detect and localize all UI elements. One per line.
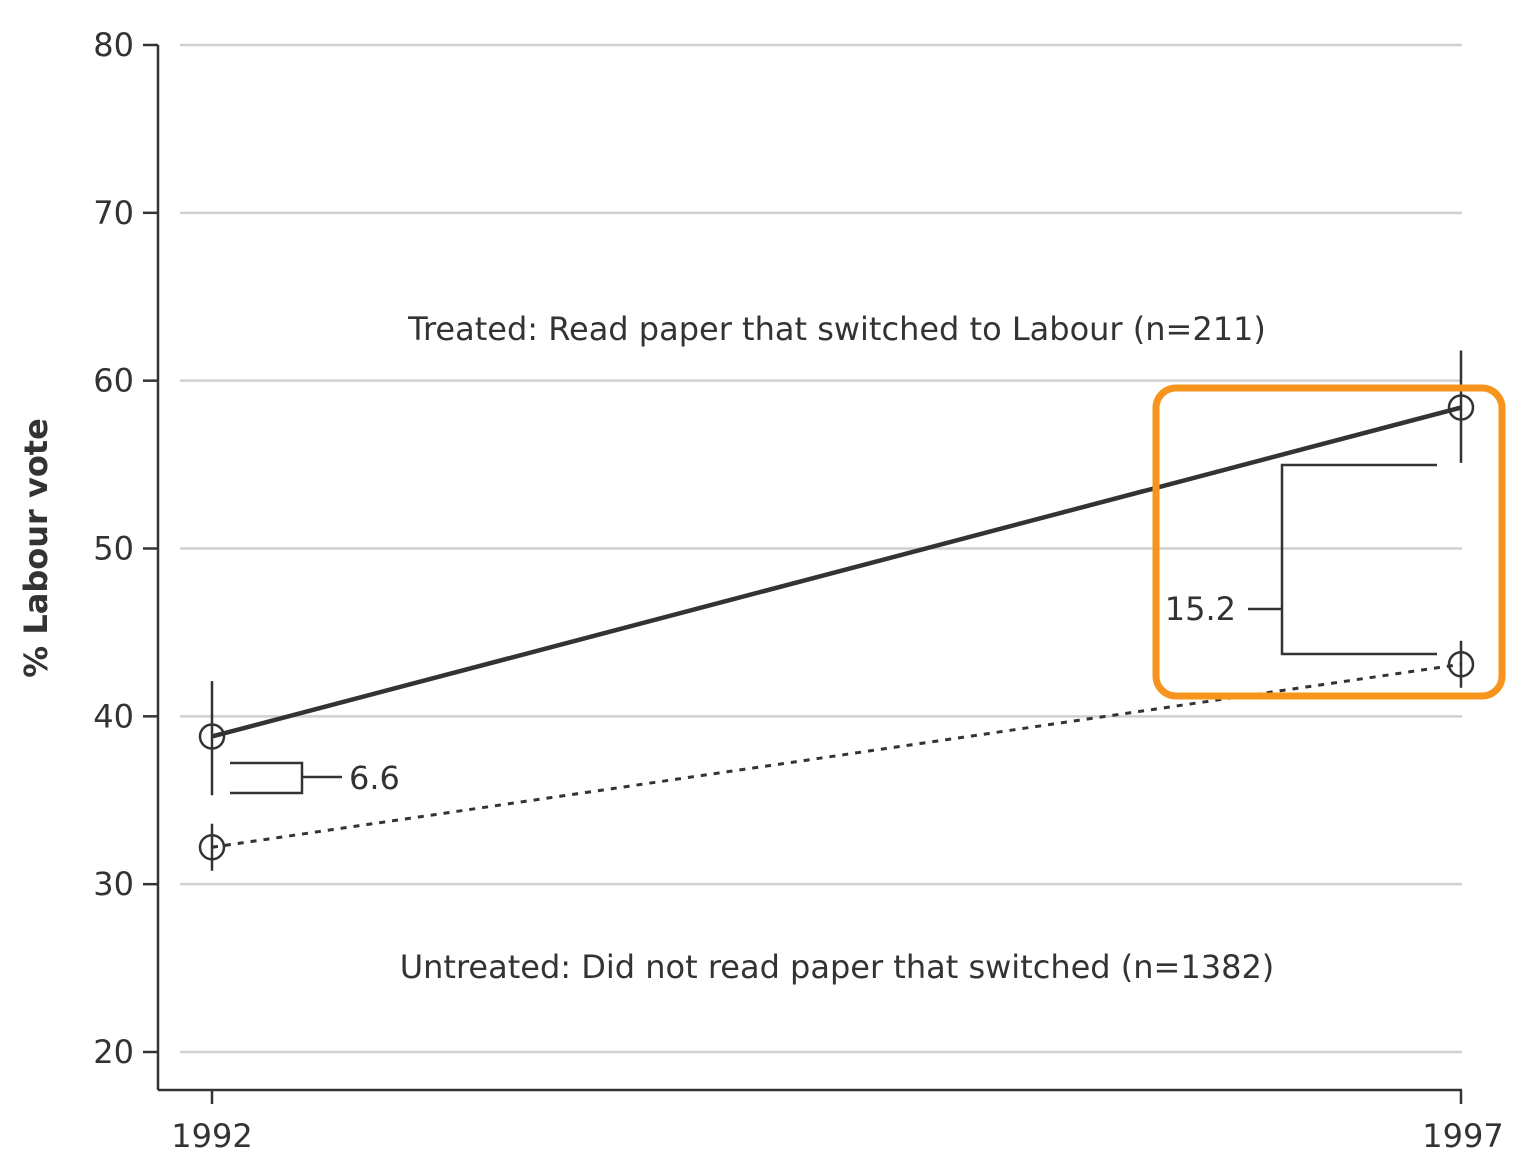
gridlines [180, 43, 1462, 1054]
y-tick-label: 50 [93, 530, 134, 568]
diff-1992-bracket [230, 761, 342, 795]
y-tick-label: 40 [93, 697, 134, 735]
x-tick-label: 1992 [171, 1117, 252, 1155]
diff-1997-label: 15.2 [1165, 590, 1236, 628]
data-point-treated [198, 723, 226, 750]
x-tick-label: 1997 [1422, 1117, 1503, 1155]
y-tick-label: 60 [93, 362, 134, 400]
difference-brackets [230, 463, 1437, 795]
y-tick-label: 70 [93, 194, 134, 232]
series-line-treated [211, 405, 1462, 739]
y-tick-label: 20 [93, 1033, 134, 1071]
diff-1997-bracket [1248, 463, 1437, 656]
y-tick-label: 80 [93, 26, 134, 64]
data-point-untreated [198, 833, 226, 861]
diff-1992-label: 6.6 [349, 759, 400, 797]
series-group [198, 350, 1475, 871]
highlight-box [1152, 384, 1506, 700]
treated-annotation: Treated: Read paper that switched to Lab… [407, 310, 1266, 348]
y-axis-label: % Labour vote [17, 418, 55, 678]
y-ticks: 20 30 40 50 60 70 80 [93, 26, 158, 1071]
y-tick-label: 30 [93, 865, 134, 903]
series-line-untreated [211, 662, 1462, 849]
data-point-untreated [1447, 651, 1475, 678]
data-point-treated [1447, 394, 1475, 421]
x-ticks: 1992 1997 [171, 1090, 1504, 1155]
axes [156, 45, 1462, 1092]
untreated-annotation: Untreated: Did not read paper that switc… [400, 948, 1275, 986]
